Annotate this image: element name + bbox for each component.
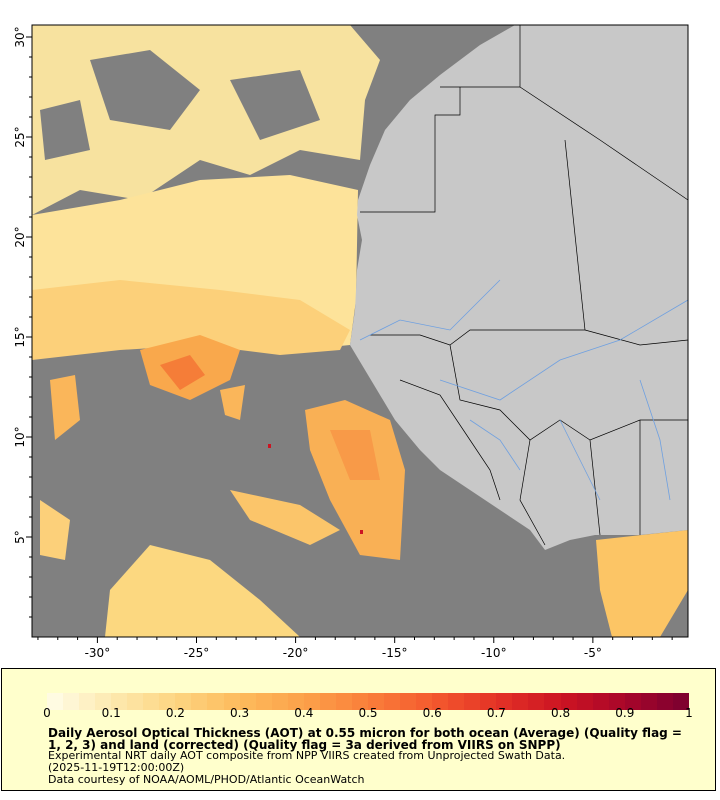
legend-panel bbox=[1, 668, 716, 791]
lat-tick-label: 10° bbox=[13, 426, 27, 447]
colorbar-swatch bbox=[480, 693, 497, 710]
lon-tick-label: -25° bbox=[184, 646, 210, 660]
aot-map: -30° -25° -20° -15° -10° -5° 30° 25° 20° 15° 10° 5° bbox=[13, 24, 689, 660]
colorbar-swatch bbox=[335, 693, 352, 710]
colorbar-swatch bbox=[127, 693, 144, 710]
colorbar-swatch bbox=[255, 693, 272, 710]
colorbar-swatch bbox=[608, 693, 625, 710]
colorbar-swatch bbox=[47, 693, 64, 710]
colorbar-label: 0.3 bbox=[230, 706, 250, 720]
colorbar-swatch bbox=[111, 693, 128, 710]
colorbar-swatch bbox=[319, 693, 336, 710]
colorbar-label: 0 bbox=[43, 706, 51, 720]
colorbar-swatch bbox=[63, 693, 80, 710]
colorbar-swatch bbox=[640, 693, 657, 710]
colorbar-swatch bbox=[592, 693, 609, 710]
colorbar-swatch bbox=[223, 693, 240, 710]
aerosol-field bbox=[32, 25, 688, 637]
caption-title: Daily Aerosol Optical Thickness (AOT) at… bbox=[48, 726, 682, 752]
colorbar-label: 0.2 bbox=[165, 706, 185, 720]
colorbar-swatch bbox=[191, 693, 208, 710]
colorbar-swatch bbox=[367, 693, 384, 710]
colorbar-label: 0.1 bbox=[101, 706, 121, 720]
country-borders bbox=[360, 25, 689, 546]
lat-tick-label: 5° bbox=[13, 530, 27, 544]
colorbar-swatch bbox=[287, 693, 304, 710]
colorbar-swatch bbox=[351, 693, 368, 710]
colorbar-swatch bbox=[544, 693, 561, 710]
colorbar-swatch bbox=[175, 693, 192, 710]
colorbar-swatch bbox=[159, 693, 176, 710]
colorbar-swatch bbox=[79, 693, 96, 710]
colorbar-label: 0.4 bbox=[294, 706, 314, 720]
caption-date: (2025-11-19T12:00:00Z) bbox=[48, 761, 185, 774]
colorbar-label: 0.9 bbox=[615, 706, 635, 720]
colorbar-swatch bbox=[143, 693, 160, 710]
lon-tick-label: -5° bbox=[584, 646, 602, 660]
colorbar-swatch bbox=[496, 693, 513, 710]
colorbar-swatch bbox=[239, 693, 256, 710]
lat-tick-label: 30° bbox=[13, 26, 27, 47]
lat-tick-label: 25° bbox=[13, 126, 27, 147]
colorbar-swatch bbox=[432, 693, 449, 710]
map-frame bbox=[31, 24, 689, 638]
colorbar-swatch bbox=[207, 693, 224, 710]
colorbar-label: 0.8 bbox=[551, 706, 571, 720]
lon-tick-label: -10° bbox=[481, 646, 507, 660]
colorbar-label: 0.7 bbox=[486, 706, 506, 720]
colorbar-swatch bbox=[464, 693, 481, 710]
colorbar-swatch bbox=[624, 693, 641, 710]
colorbar-label: 0.6 bbox=[422, 706, 442, 720]
rivers bbox=[359, 279, 689, 501]
lon-tick-label: -30° bbox=[85, 646, 111, 660]
land-mass bbox=[350, 25, 688, 550]
colorbar bbox=[47, 693, 689, 710]
colorbar-swatch bbox=[560, 693, 577, 710]
colorbar-label: 0.5 bbox=[358, 706, 378, 720]
colorbar-swatch bbox=[383, 693, 401, 710]
lon-tick-label: -20° bbox=[283, 646, 309, 660]
map-axes: -30° -25° -20° -15° -10° -5° 30° 25° 20° 15° 10° 5° bbox=[13, 26, 673, 660]
caption-credit: Data courtesy of NOAA/AOML/PHOD/Atlantic… bbox=[48, 773, 365, 786]
colorbar-swatch bbox=[400, 693, 417, 710]
lat-tick-label: 20° bbox=[13, 226, 27, 247]
lon-tick-label: -15° bbox=[382, 646, 408, 660]
colorbar-swatch bbox=[528, 693, 545, 710]
colorbar-swatch bbox=[271, 693, 288, 710]
colorbar-swatch bbox=[512, 693, 529, 710]
caption-line1: Experimental NRT daily AOT composite fro… bbox=[48, 749, 566, 762]
colorbar-swatch bbox=[448, 693, 465, 710]
lat-tick-label: 15° bbox=[13, 326, 27, 347]
colorbar-swatch bbox=[416, 693, 433, 710]
colorbar-swatch bbox=[576, 693, 593, 710]
colorbar-swatch bbox=[303, 693, 320, 710]
colorbar-swatch bbox=[672, 693, 689, 710]
colorbar-swatch bbox=[656, 693, 673, 710]
colorbar-label: 1 bbox=[685, 706, 693, 720]
colorbar-swatch bbox=[95, 693, 112, 710]
